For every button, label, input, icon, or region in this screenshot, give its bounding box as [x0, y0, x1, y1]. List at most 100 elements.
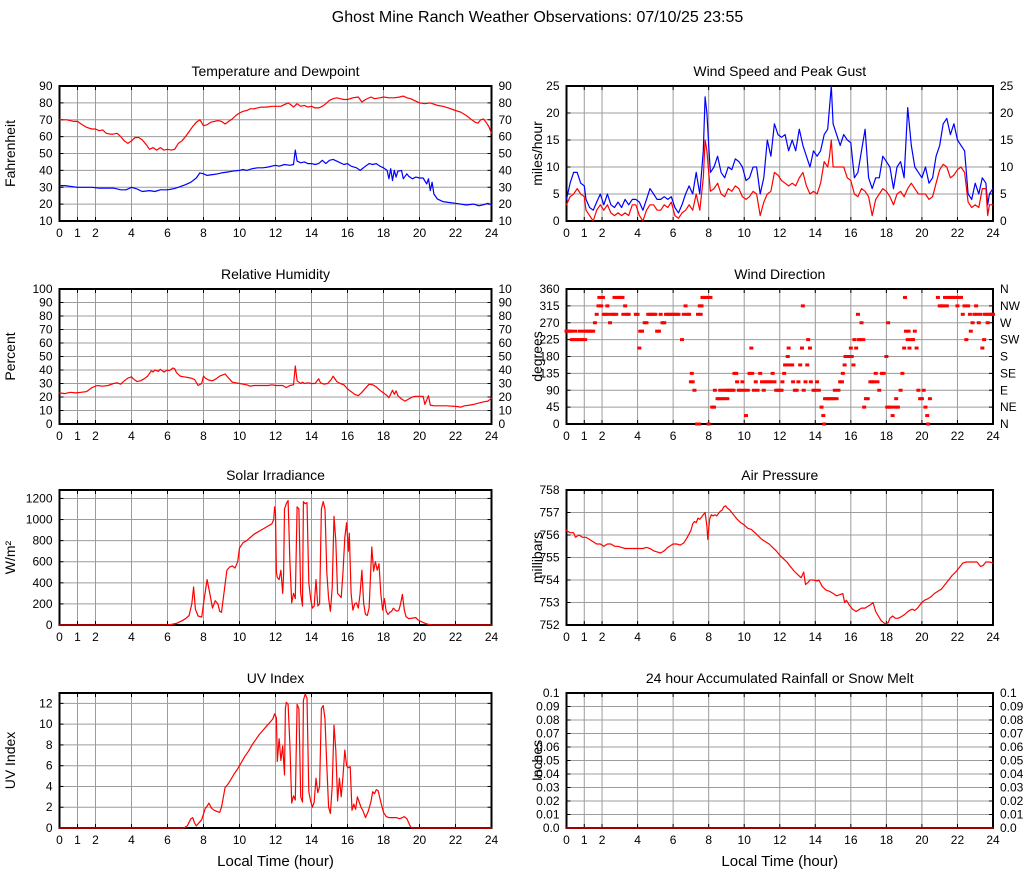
svg-text:N: N	[1000, 282, 1009, 296]
svg-text:0: 0	[553, 417, 560, 431]
svg-text:757: 757	[539, 506, 559, 520]
svg-text:2: 2	[599, 833, 606, 847]
svg-text:22: 22	[951, 833, 965, 847]
svg-text:8: 8	[705, 429, 712, 443]
svg-text:10: 10	[39, 404, 53, 418]
svg-text:24: 24	[485, 429, 499, 443]
chart-wind-speed-gust: Wind Speed and Peak Gust 0 0 5 5 10 10 15 15 20 20…	[515, 54, 1027, 262]
svg-text:90: 90	[499, 79, 513, 93]
svg-text:225: 225	[539, 333, 559, 347]
svg-text:20: 20	[915, 226, 929, 240]
svg-text:24: 24	[986, 630, 1000, 644]
svg-text:4: 4	[634, 833, 641, 847]
svg-text:5: 5	[1000, 187, 1007, 201]
svg-text:2: 2	[92, 630, 99, 644]
svg-text:18: 18	[377, 226, 391, 240]
chart-title-wind-speed-gust: Wind Speed and Peak Gust	[693, 63, 866, 79]
svg-text:22: 22	[449, 226, 463, 240]
svg-text:18: 18	[377, 833, 391, 847]
y-axis-label-wind-speed-gust: miles/hour	[529, 121, 545, 186]
svg-text:24: 24	[485, 630, 499, 644]
svg-text:14: 14	[809, 833, 823, 847]
chart-solar-irradiance: Solar Irradiance 0 200 400 600 800 1000 1200 0 1 2…	[0, 458, 512, 666]
svg-text:20: 20	[915, 833, 929, 847]
svg-text:18: 18	[880, 630, 894, 644]
svg-text:NE: NE	[1000, 400, 1017, 414]
svg-text:22: 22	[951, 226, 965, 240]
svg-text:4: 4	[46, 779, 53, 793]
svg-text:10: 10	[233, 630, 247, 644]
chart-title-air-pressure: Air Pressure	[741, 467, 818, 483]
svg-text:25: 25	[1000, 79, 1014, 93]
svg-text:90: 90	[546, 383, 560, 397]
svg-text:0.03: 0.03	[1000, 781, 1024, 795]
svg-text:753: 753	[539, 596, 559, 610]
svg-text:0.1: 0.1	[543, 686, 560, 700]
chart-air-pressure: Air Pressure 752 753 754 755 756 757 758 0 1 2 4 6 8 1…	[515, 458, 1027, 666]
svg-text:4: 4	[634, 429, 641, 443]
svg-text:1: 1	[581, 226, 588, 240]
svg-text:10: 10	[499, 214, 513, 228]
svg-text:0.02: 0.02	[1000, 794, 1024, 808]
svg-text:6: 6	[46, 759, 53, 773]
svg-text:270: 270	[539, 316, 559, 330]
svg-text:60: 60	[499, 130, 513, 144]
svg-text:10: 10	[738, 833, 752, 847]
svg-text:14: 14	[809, 226, 823, 240]
svg-text:SE: SE	[1000, 366, 1016, 380]
svg-text:10: 10	[546, 160, 560, 174]
svg-text:1: 1	[581, 833, 588, 847]
svg-text:24: 24	[986, 833, 1000, 847]
svg-text:12: 12	[773, 429, 787, 443]
chart-title-rainfall: 24 hour Accumulated Rainfall or Snow Mel…	[646, 670, 914, 686]
chart-wind-direction: Wind Direction 0 N 45 NE 90 E 135 SE 180 S 225 SW 270…	[515, 257, 1027, 465]
svg-text:0.06: 0.06	[536, 740, 560, 754]
svg-text:400: 400	[32, 576, 52, 590]
svg-text:0: 0	[563, 429, 570, 443]
svg-text:0.05: 0.05	[536, 754, 560, 768]
svg-text:SW: SW	[1000, 333, 1020, 347]
svg-text:0: 0	[46, 821, 53, 835]
y-axis-label-uv-index: UV Index	[2, 732, 18, 790]
svg-text:14: 14	[305, 226, 319, 240]
svg-text:8: 8	[46, 738, 53, 752]
svg-text:10: 10	[233, 833, 247, 847]
svg-text:0.01: 0.01	[536, 808, 560, 822]
svg-text:22: 22	[951, 630, 965, 644]
svg-text:0.09: 0.09	[536, 700, 560, 714]
svg-text:4: 4	[128, 226, 135, 240]
svg-text:0: 0	[56, 833, 63, 847]
svg-text:24: 24	[485, 226, 499, 240]
svg-text:5: 5	[553, 187, 560, 201]
svg-text:4: 4	[128, 630, 135, 644]
svg-text:S: S	[1000, 350, 1008, 364]
svg-text:6: 6	[670, 226, 677, 240]
svg-text:12: 12	[269, 833, 283, 847]
svg-text:0: 0	[499, 417, 506, 431]
svg-text:22: 22	[951, 429, 965, 443]
svg-text:70: 70	[499, 323, 513, 337]
chart-title-wind-direction: Wind Direction	[734, 266, 825, 282]
svg-text:12: 12	[773, 630, 787, 644]
svg-text:0.04: 0.04	[536, 767, 560, 781]
svg-text:60: 60	[39, 130, 53, 144]
svg-text:90: 90	[499, 296, 513, 310]
svg-text:0.08: 0.08	[536, 713, 560, 727]
svg-text:0.04: 0.04	[1000, 767, 1024, 781]
svg-text:18: 18	[880, 833, 894, 847]
svg-text:16: 16	[341, 630, 355, 644]
svg-text:16: 16	[844, 226, 858, 240]
svg-text:12: 12	[269, 226, 283, 240]
svg-text:1: 1	[74, 226, 81, 240]
svg-text:10: 10	[738, 226, 752, 240]
chart-svg-rainfall: 24 hour Accumulated Rainfall or Snow Mel…	[529, 670, 1024, 870]
svg-text:16: 16	[844, 429, 858, 443]
svg-text:1: 1	[74, 630, 81, 644]
svg-text:40: 40	[499, 363, 513, 377]
svg-text:0: 0	[56, 429, 63, 443]
svg-text:25: 25	[546, 79, 560, 93]
svg-text:315: 315	[539, 299, 559, 313]
